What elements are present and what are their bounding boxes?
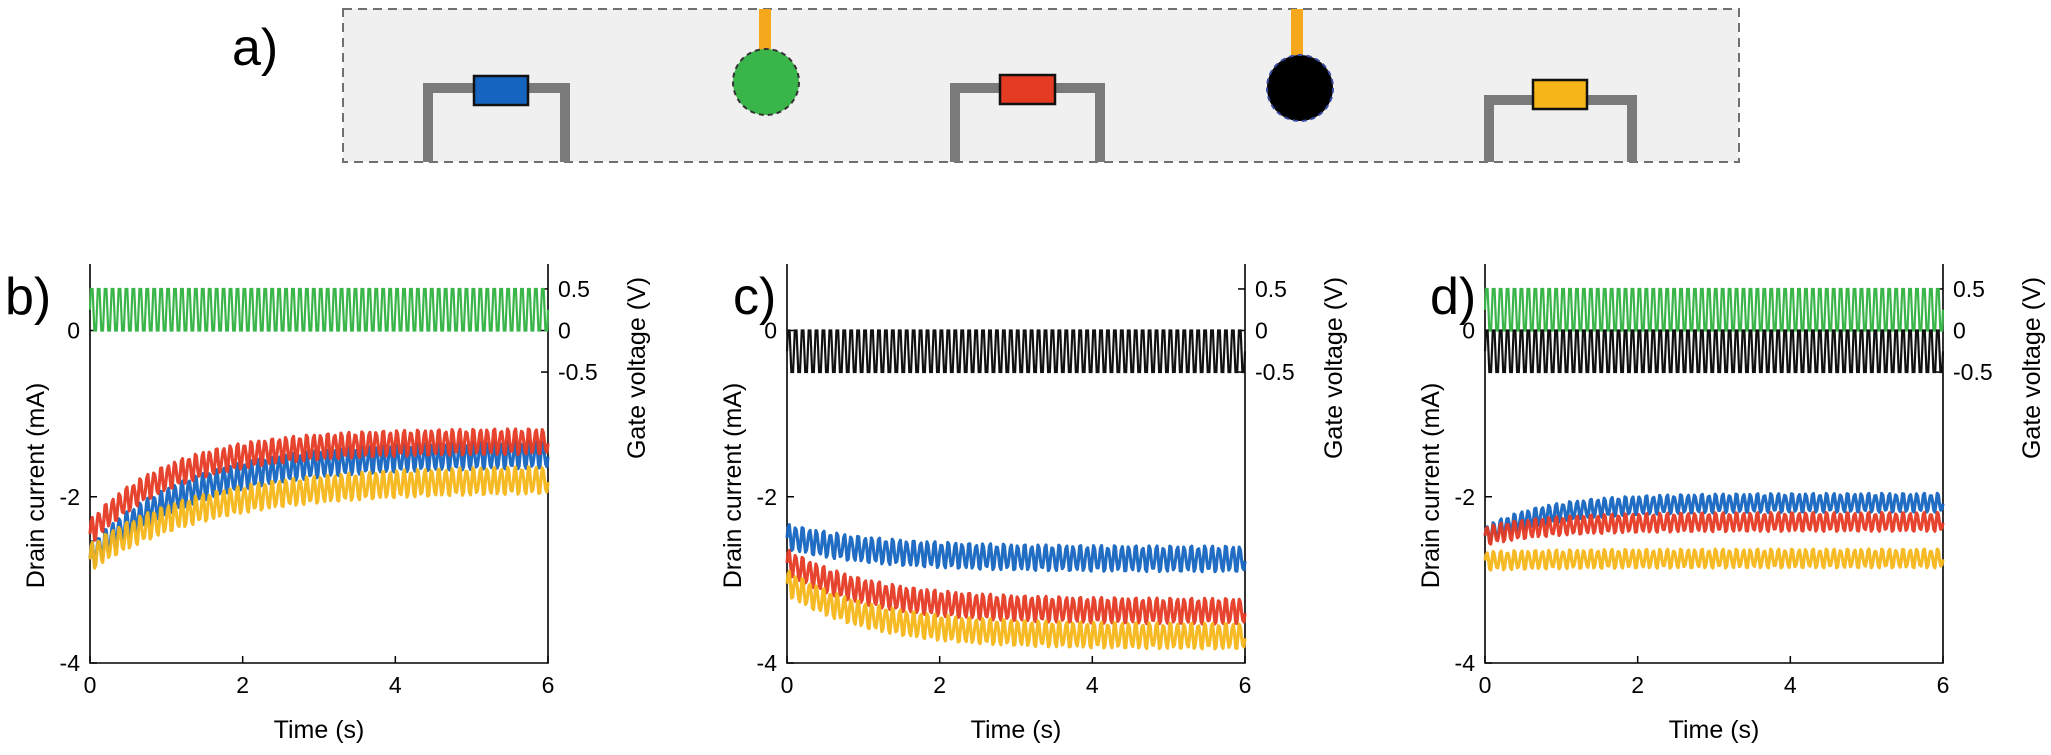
transistor-blue <box>423 74 570 162</box>
axes-frame <box>786 264 1246 664</box>
x-tick-label: 0 <box>84 672 97 698</box>
y2-axis-title: Gate voltage (V) <box>623 277 651 459</box>
drain-current-series-red <box>88 427 550 542</box>
charts: b) 0 2 4 6 0 -2 -4 0.5 0 -0.5 Time (s) Drain current… <box>5 264 2046 744</box>
panel-label: d) <box>1430 268 1476 326</box>
y2-tick-label: -0.5 <box>1953 359 1993 385</box>
x-tick-label: 2 <box>933 672 946 698</box>
y2-tick-label: -0.5 <box>558 359 598 385</box>
gate-disc-black <box>1266 54 1334 122</box>
x-tick-label: 0 <box>781 672 794 698</box>
x-tick-label: 6 <box>542 672 555 698</box>
drain-current-series-blue <box>88 439 550 569</box>
y-tick-label: -2 <box>757 484 777 510</box>
gate-signal-black <box>785 329 1247 374</box>
x-axis-title: Time (s) <box>1669 716 1760 744</box>
y2-tick-label: 0.5 <box>1255 276 1287 302</box>
y2-tick-label: 0.5 <box>558 276 590 302</box>
channel-blue <box>472 74 530 107</box>
x-axis-title: Time (s) <box>274 716 365 744</box>
y-tick-label: 0 <box>67 318 80 344</box>
y2-tick-label: -0.5 <box>1255 359 1295 385</box>
drain-current-series-red <box>1483 510 1945 546</box>
channel-red <box>998 73 1057 106</box>
panel-label: c) <box>733 268 776 326</box>
x-tick-label: 2 <box>1631 672 1644 698</box>
y-axis-title: Drain current (mA) <box>719 383 747 589</box>
gate-contact-black <box>1291 9 1303 55</box>
y-axis-title: Drain current (mA) <box>22 383 50 589</box>
x-tick-label: 6 <box>1239 672 1252 698</box>
gate-signal-green <box>88 287 550 332</box>
y-tick-label: 0 <box>764 318 777 344</box>
x-axis-title: Time (s) <box>971 716 1062 744</box>
y2-tick-label: 0.5 <box>1953 276 1985 302</box>
x-tick-label: 4 <box>1784 672 1797 698</box>
y-tick-label: -2 <box>60 484 80 510</box>
gate-electrode-green <box>732 9 800 116</box>
y-tick-label: -4 <box>757 650 778 676</box>
y-tick-label: -4 <box>60 650 81 676</box>
drain-current-series-blue <box>785 523 1247 574</box>
y2-axis-title: Gate voltage (V) <box>2018 277 2046 459</box>
y2-tick-label: 0 <box>1953 318 1966 344</box>
chart-panel-b: b) 0 2 4 6 0 -2 -4 0.5 0 -0.5 Time (s) Drain current… <box>5 264 651 744</box>
panel-a-schematic: a) <box>232 8 1740 163</box>
y2-tick-label: 0 <box>558 318 571 344</box>
y-tick-label: 0 <box>1462 318 1475 344</box>
x-tick-label: 0 <box>1479 672 1492 698</box>
channel-yellow <box>1531 78 1589 111</box>
panel-label: b) <box>5 268 51 326</box>
drain-current-series-yellow <box>1483 547 1945 572</box>
x-tick-label: 2 <box>236 672 249 698</box>
gate-electrode-black <box>1266 9 1334 122</box>
gate-contact-green <box>759 9 771 55</box>
y2-tick-label: 0 <box>1255 318 1268 344</box>
drain-current-series-yellow <box>88 465 550 570</box>
drain-current-series-blue <box>1483 491 1945 544</box>
x-tick-label: 6 <box>1937 672 1950 698</box>
transistor-yellow <box>1484 78 1637 162</box>
axes-frame <box>1484 264 1944 664</box>
x-tick-label: 4 <box>389 672 402 698</box>
y-tick-label: -2 <box>1455 484 1475 510</box>
drain-current-series-red <box>785 548 1247 626</box>
y-tick-label: -4 <box>1455 650 1476 676</box>
gate-signal-black <box>1483 329 1945 374</box>
panel-a-label: a) <box>232 19 278 77</box>
gate-disc-green <box>732 48 800 116</box>
drain-current-series-yellow <box>785 569 1247 651</box>
x-tick-label: 4 <box>1086 672 1099 698</box>
y-axis-title: Drain current (mA) <box>1417 383 1445 589</box>
y2-axis-title: Gate voltage (V) <box>1320 277 1348 459</box>
gate-signal-green <box>1483 287 1945 332</box>
transistor-red <box>950 73 1105 162</box>
